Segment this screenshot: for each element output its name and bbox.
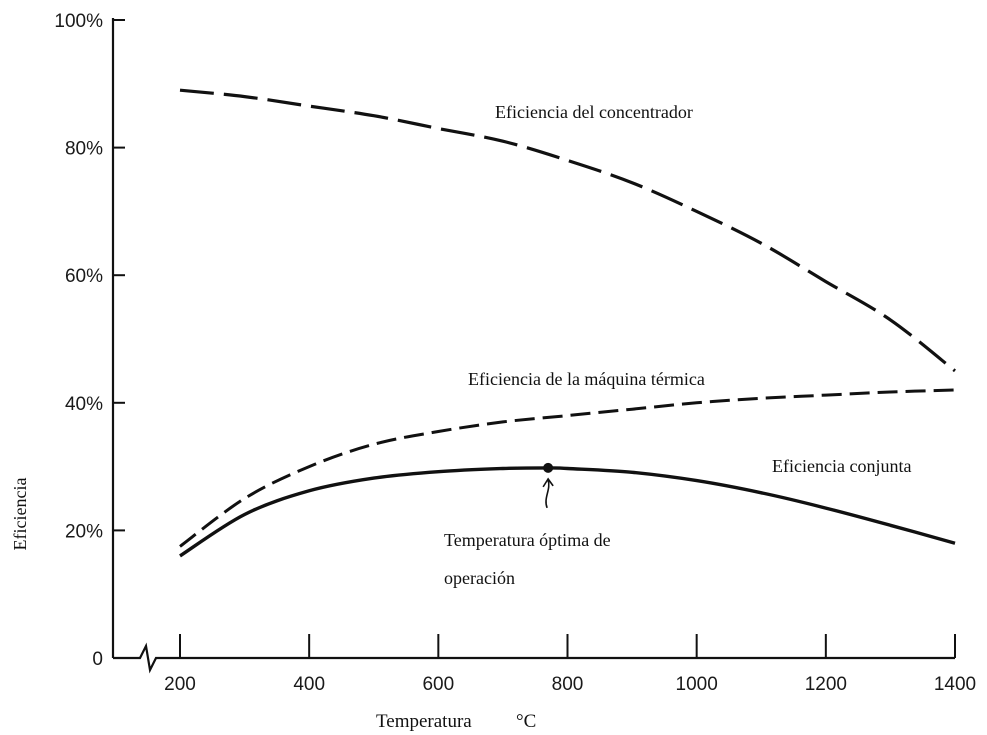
x-tick-label: 1400 xyxy=(934,674,976,695)
x-tick-label: 800 xyxy=(552,674,584,695)
optimum-label-line1: Temperatura óptima de xyxy=(444,530,611,550)
x-tick-label: 600 xyxy=(422,674,454,695)
x-axis-line xyxy=(113,642,955,674)
x-tick-label: 1000 xyxy=(676,674,718,695)
x-tick-label: 1200 xyxy=(805,674,847,695)
x-tick-label: 200 xyxy=(164,674,196,695)
series-label-maquina-termica: Eficiencia de la máquina térmica xyxy=(468,369,705,389)
series-concentrador-line xyxy=(179,88,956,373)
y-tick-label: 100% xyxy=(54,11,103,32)
y-tick-label: 40% xyxy=(65,394,103,415)
optimum-arrow xyxy=(542,477,554,509)
y-tick-label: 0 xyxy=(92,649,103,670)
optimum-point xyxy=(543,462,554,473)
y-tick-label: 80% xyxy=(65,139,103,160)
optimum-label-line2: operación xyxy=(444,568,515,588)
y-axis-title: Eficiencia xyxy=(10,478,30,551)
series-layer xyxy=(179,88,956,558)
series-maquina-termica-line xyxy=(179,388,956,548)
y-ticks: 0 20% 40% 60% 80% 100% xyxy=(54,11,125,670)
series-label-concentrador: Eficiencia del concentrador xyxy=(495,102,693,122)
y-tick-label: 20% xyxy=(65,521,103,542)
axes xyxy=(111,18,955,674)
x-axis-unit: °C xyxy=(516,711,536,732)
series-conjunta-line xyxy=(179,466,956,558)
x-tick-label: 400 xyxy=(293,674,325,695)
series-label-conjunta: Eficiencia conjunta xyxy=(772,456,911,476)
y-tick-label: 60% xyxy=(65,266,103,287)
x-ticks: 200 400 600 800 1000 1200 1400 xyxy=(164,634,976,695)
optimum-annotation: Temperatura óptima de operación xyxy=(444,462,611,588)
x-axis-title: Temperatura xyxy=(376,711,472,732)
